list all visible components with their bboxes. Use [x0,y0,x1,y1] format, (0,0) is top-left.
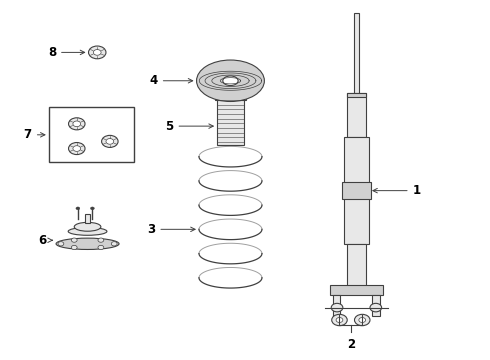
Circle shape [58,242,64,246]
Bar [344,138,369,244]
Bar [347,93,366,138]
Circle shape [98,238,104,242]
Bar [353,13,359,102]
Bar [85,215,91,223]
Circle shape [331,303,343,312]
Ellipse shape [74,222,101,231]
Circle shape [336,318,343,323]
Circle shape [106,139,114,144]
Circle shape [73,121,81,127]
Bar [217,99,244,145]
Bar [330,284,383,295]
Text: 1: 1 [373,184,421,197]
Text: 2: 2 [347,338,355,351]
Bar [347,244,366,286]
Circle shape [101,135,118,148]
Circle shape [73,146,81,151]
Text: 6: 6 [38,234,52,247]
Bar [348,96,365,102]
Text: 5: 5 [165,120,213,132]
Circle shape [72,246,77,249]
Ellipse shape [196,60,265,102]
Text: 8: 8 [48,46,85,59]
Bar [333,295,341,316]
Circle shape [69,143,85,154]
Circle shape [332,314,347,326]
Bar [215,94,246,100]
Bar [342,182,371,199]
Text: 3: 3 [147,223,195,236]
Text: 7: 7 [24,128,45,141]
Circle shape [98,246,104,249]
Bar [372,295,380,316]
Circle shape [359,318,366,323]
Circle shape [76,207,80,210]
Circle shape [370,303,382,312]
Bar [347,93,366,98]
Ellipse shape [223,76,238,86]
Bar [49,107,134,162]
Circle shape [69,118,85,130]
Circle shape [94,50,101,55]
Circle shape [91,207,95,210]
Ellipse shape [68,228,107,235]
Circle shape [89,46,106,59]
Circle shape [354,314,370,326]
Circle shape [111,242,117,246]
Circle shape [72,238,77,242]
Ellipse shape [56,238,119,249]
Text: 4: 4 [149,74,193,87]
